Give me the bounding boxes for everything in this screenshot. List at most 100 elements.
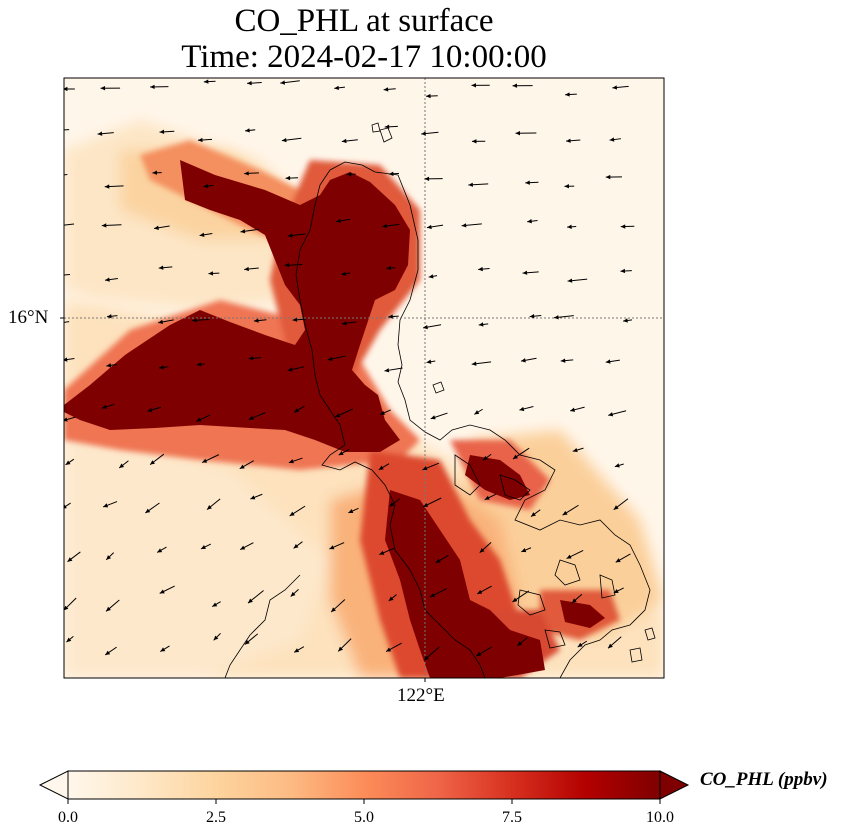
wind-arrow-head	[388, 314, 393, 319]
wind-arrow-head	[290, 591, 296, 597]
wind-arrow-head	[101, 404, 107, 409]
wind-arrow-head	[554, 315, 559, 320]
wind-arrow-head	[64, 504, 67, 509]
wind-arrow-head	[423, 502, 429, 507]
wind-arrow-head	[346, 172, 352, 177]
wind-arrow-head	[213, 635, 219, 641]
wind-vectors	[51, 79, 635, 661]
wind-arrow-head	[331, 607, 336, 613]
wind-arrow-head	[384, 368, 390, 373]
wind-arrow-head	[476, 651, 482, 657]
wind-arrow-head	[158, 319, 164, 325]
wind-arrow-head	[119, 463, 125, 468]
wind-arrow-head	[150, 460, 155, 465]
wind-arrow-head	[605, 359, 611, 364]
wind-arrow-head	[51, 174, 56, 178]
longitude-tick-label: 122°E	[397, 685, 445, 706]
wind-arrow-head	[348, 509, 354, 513]
wind-arrow-head	[329, 545, 335, 550]
wind-arrow-head	[482, 455, 488, 461]
wind-arrow-head	[145, 508, 151, 513]
wind-arrow-head	[479, 548, 485, 553]
wind-arrow-head	[565, 92, 570, 97]
colorbar-label: CO_PHL (ppbv)	[700, 769, 828, 790]
wind-arrow-head	[614, 463, 620, 468]
wind-arrow	[64, 274, 70, 276]
wind-arrow-head	[512, 83, 518, 88]
wind-arrow-head	[386, 265, 392, 271]
wind-arrow-head	[382, 223, 388, 229]
wind-arrow-head	[426, 224, 432, 230]
wind-arrow-head	[287, 233, 293, 238]
wind-arrow-head	[196, 417, 202, 422]
wind-arrow-head	[529, 314, 535, 319]
wind-arrow-head	[106, 555, 111, 560]
wind-arrow-head	[423, 324, 428, 330]
wind-arrow-head	[515, 131, 521, 136]
wind-arrow-head	[484, 495, 490, 500]
wind-arrow-head	[612, 85, 618, 90]
wind-arrow-head	[66, 637, 72, 643]
wind-arrow-head	[474, 410, 480, 415]
wind-arrow-head	[478, 266, 483, 272]
wind-arrow-head	[423, 655, 429, 661]
wind-arrow-head	[471, 361, 477, 366]
wind-arrow-head	[106, 314, 112, 319]
wind-arrow-head	[570, 407, 576, 412]
wind-arrow-head	[613, 588, 619, 593]
wind-arrow-head	[208, 271, 214, 276]
latitude-tick-label: 16°N	[8, 307, 49, 328]
wind-arrow-head	[287, 367, 293, 372]
wind-arrow-head	[512, 454, 518, 459]
wind-arrow-head	[613, 505, 619, 510]
wind-arrow-head	[435, 558, 441, 563]
wind-arrow-head	[197, 137, 203, 143]
wind-arrow-head	[59, 128, 64, 132]
wind-arrow-head	[65, 460, 71, 465]
wind-arrow-head	[154, 225, 159, 230]
wind-arrow-head	[240, 545, 246, 550]
wind-arrow-head	[192, 318, 197, 323]
wind-arrow-head	[247, 80, 252, 86]
wind-arrow-head	[341, 138, 347, 144]
wind-arrow-head	[327, 356, 333, 362]
wind-arrow-head	[388, 596, 394, 601]
wind-arrow-head	[293, 543, 299, 549]
wind-arrow-head	[334, 85, 340, 91]
wind-arrow-head	[64, 605, 69, 611]
wind-arrow-head	[609, 137, 615, 142]
wind-arrow-head	[289, 511, 295, 516]
wind-arrow-head	[615, 558, 621, 563]
colorbar-extend-max	[659, 770, 690, 800]
wind-arrow-head	[341, 321, 347, 326]
wind-arrow-head	[203, 183, 209, 189]
colorbar-gradient	[68, 771, 660, 799]
wind-arrow-head	[620, 224, 626, 229]
wind-arrow-head	[196, 362, 202, 367]
wind-arrow-head	[525, 180, 530, 185]
wind-arrow-head	[421, 131, 426, 136]
wind-arrow-head	[378, 465, 384, 470]
wind-arrow-head	[379, 550, 385, 555]
wind-arrow-head	[244, 171, 249, 176]
wind-arrow-head	[294, 408, 300, 413]
wind-arrow-head	[292, 317, 298, 322]
wind-arrow-head	[207, 505, 212, 510]
wind-arrow-head	[64, 357, 68, 362]
colorbar-extend-min	[38, 770, 69, 800]
wind-arrow-head	[388, 171, 394, 176]
wind-arrow-head	[512, 597, 518, 602]
wind-arrow	[64, 502, 71, 508]
wind-arrow-head	[248, 598, 253, 604]
wind-arrow-head	[200, 545, 206, 549]
wind-arrow-head	[147, 407, 153, 413]
wind-arrow-head	[158, 265, 164, 270]
wind-arrow-head	[383, 87, 389, 92]
wind-arrow-head	[64, 417, 68, 422]
wind-arrow	[64, 223, 75, 226]
wind-arrow-head	[245, 128, 250, 133]
wind-arrow-head	[100, 86, 106, 91]
wind-arrow-head	[240, 229, 246, 234]
wind-arrow-head	[461, 223, 467, 228]
wind-arrow-head	[422, 466, 428, 471]
